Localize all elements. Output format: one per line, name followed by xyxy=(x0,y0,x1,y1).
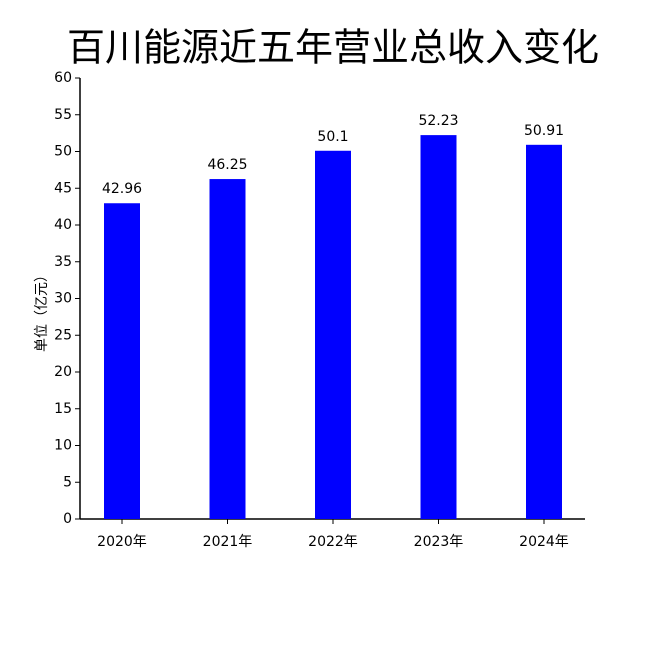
y-tick-label: 5 xyxy=(63,474,72,490)
y-tick-label: 60 xyxy=(54,70,72,86)
value-label: 50.91 xyxy=(524,123,564,139)
value-label: 50.1 xyxy=(317,129,348,145)
y-axis-label: 单位（亿元） xyxy=(34,268,50,352)
bar xyxy=(104,203,140,519)
y-tick-label: 25 xyxy=(54,327,72,343)
y-tick-label: 15 xyxy=(54,401,72,417)
x-tick-label: 2024年 xyxy=(519,534,569,550)
y-tick-label: 20 xyxy=(54,364,72,380)
value-label: 42.96 xyxy=(102,181,142,197)
y-tick-label: 50 xyxy=(54,144,72,160)
y-tick-label: 40 xyxy=(54,217,72,233)
bar xyxy=(526,144,562,519)
x-tick-label: 2023年 xyxy=(414,534,464,550)
y-tick-label: 35 xyxy=(54,254,72,270)
x-tick-label: 2020年 xyxy=(97,534,147,550)
bar xyxy=(209,179,246,519)
chart-title: 百川能源近五年营业总收入变化 xyxy=(67,26,599,70)
y-tick-label: 45 xyxy=(54,180,72,196)
bar xyxy=(315,150,351,519)
value-label: 46.25 xyxy=(207,157,247,173)
bar xyxy=(420,135,457,519)
y-tick-label: 0 xyxy=(63,511,72,527)
y-tick-label: 10 xyxy=(54,438,72,454)
x-tick-label: 2021年 xyxy=(203,534,253,550)
value-label: 52.23 xyxy=(418,113,458,129)
y-tick-label: 30 xyxy=(54,291,72,307)
y-tick-label: 55 xyxy=(54,107,72,123)
x-tick-label: 2022年 xyxy=(308,534,358,550)
